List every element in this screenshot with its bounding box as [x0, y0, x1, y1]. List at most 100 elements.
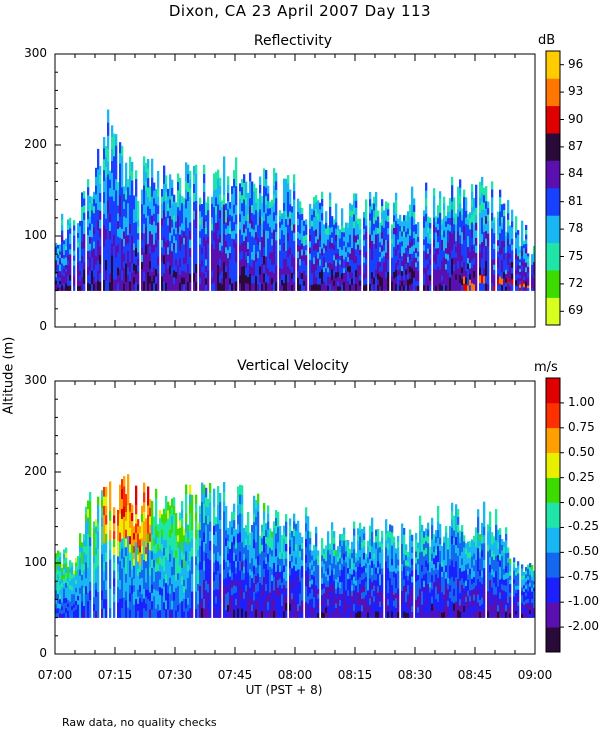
velocity-cell	[157, 537, 160, 545]
reflectivity-cell	[65, 238, 68, 243]
reflectivity-cell	[403, 285, 406, 291]
reflectivity-cell	[383, 267, 386, 274]
reflectivity-cell	[147, 281, 150, 291]
velocity-cell	[125, 520, 128, 530]
velocity-cell	[61, 613, 64, 618]
velocity-cell	[125, 547, 128, 557]
velocity-cell	[309, 599, 312, 606]
reflectivity-cell	[369, 206, 372, 214]
velocity-cell	[273, 528, 276, 536]
reflectivity-cell	[217, 195, 220, 205]
reflectivity-cell	[405, 215, 408, 221]
reflectivity-cell	[533, 274, 536, 279]
velocity-cell	[77, 608, 80, 614]
velocity-cell	[281, 552, 284, 559]
reflectivity-cell	[65, 260, 68, 265]
reflectivity-cell	[465, 217, 468, 225]
velocity-cell	[71, 578, 74, 583]
reflectivity-cell	[169, 174, 172, 183]
velocity-cell	[205, 589, 208, 600]
reflectivity-cell	[115, 223, 118, 236]
reflectivity-cell	[311, 255, 314, 262]
reflectivity-cell	[271, 245, 274, 252]
velocity-cell	[289, 603, 292, 611]
reflectivity-cell	[497, 245, 500, 252]
velocity-cell	[289, 532, 292, 540]
velocity-cell	[147, 570, 150, 581]
reflectivity-cell	[413, 257, 416, 265]
reflectivity-cell	[149, 201, 152, 209]
reflectivity-cell	[301, 207, 304, 215]
velocity-cell	[147, 542, 150, 553]
reflectivity-cell	[333, 285, 336, 291]
reflectivity-cell	[187, 245, 190, 255]
velocity-cell	[333, 568, 336, 575]
reflectivity-cell	[387, 227, 390, 235]
reflectivity-cell	[169, 249, 172, 258]
reflectivity-cell	[161, 196, 164, 204]
reflectivity-cell	[123, 201, 126, 210]
velocity-cell	[155, 580, 158, 591]
velocity-cell	[353, 542, 356, 550]
velocity-cell	[143, 492, 146, 503]
velocity-cell	[103, 570, 106, 581]
reflectivity-cell	[487, 233, 490, 241]
reflectivity-cell	[91, 263, 94, 271]
velocity-cell	[289, 575, 292, 583]
velocity-cell	[191, 573, 194, 583]
reflectivity-cell	[297, 264, 300, 272]
reflectivity-cell	[403, 247, 406, 254]
reflectivity-cell	[461, 220, 464, 227]
reflectivity-cell	[163, 210, 166, 220]
reflectivity-cell	[509, 262, 512, 268]
velocity-cell	[113, 601, 116, 611]
reflectivity-cell	[181, 277, 184, 285]
velocity-cell	[329, 569, 332, 576]
reflectivity-cell	[511, 255, 514, 263]
velocity-cell	[333, 611, 336, 618]
velocity-cell	[203, 598, 206, 609]
velocity-cell	[345, 539, 348, 546]
reflectivity-cell	[251, 204, 254, 213]
velocity-cell	[65, 602, 68, 608]
reflectivity-cell	[261, 270, 264, 278]
reflectivity-cell	[267, 193, 270, 202]
reflectivity-cell	[149, 230, 152, 239]
velocity-cell	[305, 601, 308, 611]
velocity-cell	[237, 533, 240, 543]
velocity-cell	[263, 584, 266, 594]
velocity-cell	[245, 531, 248, 539]
velocity-cell	[255, 583, 258, 593]
velocity-cell	[247, 610, 250, 618]
velocity-cell	[271, 543, 274, 551]
reflectivity-cell	[109, 282, 112, 291]
velocity-cell	[219, 528, 222, 538]
velocity-cell	[129, 568, 132, 578]
velocity-cell	[137, 526, 140, 534]
velocity-cell	[161, 595, 164, 604]
reflectivity-cell	[525, 276, 528, 282]
velocity-cell	[279, 571, 282, 579]
reflectivity-cell	[193, 228, 196, 238]
reflectivity-cell	[395, 206, 398, 215]
reflectivity-cell	[371, 209, 374, 216]
reflectivity-cell	[239, 267, 242, 276]
reflectivity-cell	[475, 267, 478, 276]
velocity-cell	[281, 605, 284, 613]
reflectivity-cell	[349, 209, 352, 217]
velocity-cell	[261, 537, 264, 545]
velocity-cell	[73, 604, 76, 608]
reflectivity-cell	[331, 221, 334, 228]
reflectivity-cell	[523, 251, 526, 256]
velocity-cell	[133, 604, 136, 612]
reflectivity-cell	[143, 252, 146, 263]
velocity-cell	[151, 575, 154, 585]
velocity-cell	[265, 536, 268, 544]
reflectivity-cell	[457, 208, 460, 217]
velocity-cell	[337, 561, 340, 567]
velocity-cell	[89, 608, 92, 618]
velocity-cell	[185, 541, 188, 552]
reflectivity-cell	[305, 254, 308, 261]
reflectivity-cell	[445, 269, 448, 275]
reflectivity-cell	[471, 206, 474, 215]
